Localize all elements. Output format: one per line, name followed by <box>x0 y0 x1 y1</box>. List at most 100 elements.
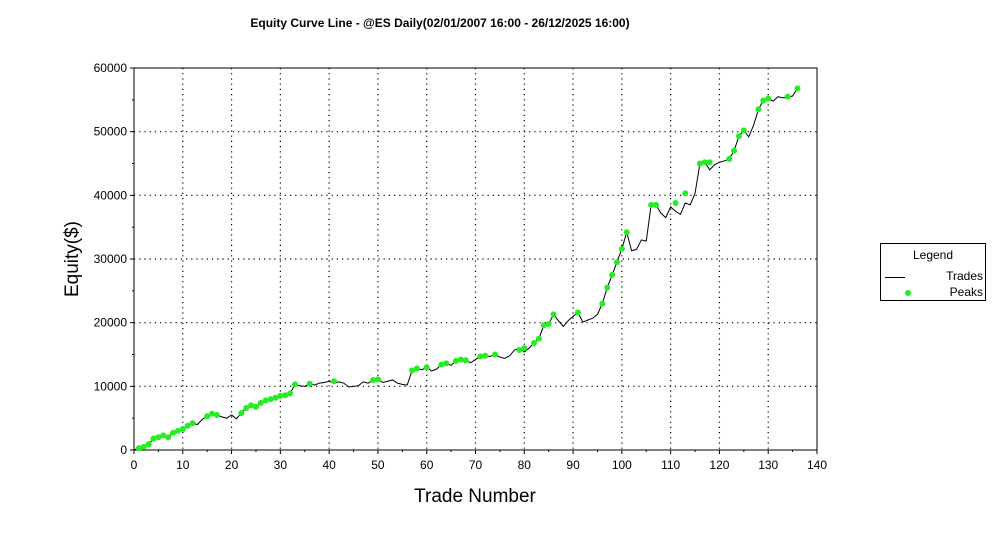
peak-point <box>599 300 606 307</box>
x-axis: 0 10 20 30 40 50 60 70 80 90 100 110 120 130 140 <box>131 450 827 472</box>
peak-point <box>672 199 679 206</box>
y-axis: 0 10000 20000 30000 40000 50000 60000 <box>94 61 134 457</box>
peak-point <box>609 271 616 278</box>
peak-point <box>248 402 255 409</box>
peak-point <box>140 443 147 450</box>
peak-point <box>213 411 220 418</box>
peak-point <box>452 357 459 364</box>
series-trades-line <box>133 88 798 451</box>
peak-point <box>277 392 284 399</box>
peak-point <box>531 340 538 347</box>
peak-point <box>272 394 279 401</box>
x-axis-label: Trade Number <box>414 486 536 507</box>
peak-point <box>550 311 557 318</box>
peak-point <box>545 320 552 327</box>
peak-point <box>209 410 216 417</box>
legend-item-trades: Trades <box>881 269 985 285</box>
peak-point <box>331 378 338 385</box>
y-tick-label: 50000 <box>94 125 128 139</box>
legend-line-swatch <box>885 277 905 278</box>
peak-point <box>755 106 762 113</box>
legend-item-peaks: Peaks <box>881 285 985 301</box>
peak-point <box>370 376 377 383</box>
peak-point <box>184 422 191 429</box>
peak-point <box>170 429 177 436</box>
peak-point <box>145 441 152 448</box>
peak-point <box>516 347 523 354</box>
peak-point <box>540 322 547 329</box>
y-tick-label: 60000 <box>94 61 128 75</box>
peak-point <box>648 201 655 208</box>
peak-point <box>696 160 703 167</box>
y-tick-label: 0 <box>120 443 127 457</box>
peak-point <box>443 360 450 367</box>
peak-point <box>682 190 689 197</box>
x-tick-label: 60 <box>420 458 434 472</box>
peak-point <box>413 365 420 372</box>
x-tick-label: 100 <box>612 458 632 472</box>
peak-point <box>291 381 298 388</box>
peak-point <box>784 93 791 100</box>
x-tick-label: 50 <box>371 458 385 472</box>
x-tick-label: 140 <box>807 458 827 472</box>
peak-point <box>282 392 289 399</box>
peak-point <box>794 85 801 92</box>
x-tick-label: 90 <box>566 458 580 472</box>
peak-point <box>423 364 430 371</box>
peak-point <box>701 159 708 166</box>
peak-point <box>574 309 581 316</box>
peak-point <box>257 399 264 406</box>
peak-point <box>252 403 259 410</box>
legend-box: Legend Trades Peaks <box>880 243 986 301</box>
peak-point <box>204 413 211 420</box>
grid <box>134 68 817 450</box>
legend-title: Legend <box>912 248 954 262</box>
peak-point <box>535 335 542 342</box>
peak-point <box>740 127 747 134</box>
peak-point <box>706 159 713 166</box>
peak-point <box>653 201 660 208</box>
x-tick-label: 20 <box>225 458 239 472</box>
x-tick-label: 110 <box>661 458 680 472</box>
x-tick-label: 0 <box>131 458 138 472</box>
peak-point <box>306 380 313 387</box>
peak-point <box>179 425 186 432</box>
peak-point <box>492 351 499 358</box>
x-tick-label: 40 <box>322 458 336 472</box>
peak-point <box>477 353 484 360</box>
peak-point <box>765 95 772 102</box>
legend-dot-swatch <box>905 290 911 296</box>
peak-point <box>165 434 172 441</box>
peak-point <box>482 352 489 359</box>
y-tick-label: 30000 <box>94 252 128 266</box>
peak-point <box>238 410 245 417</box>
peak-point <box>604 284 611 291</box>
x-tick-label: 30 <box>274 458 288 472</box>
peak-point <box>462 357 469 364</box>
peak-point <box>409 367 416 374</box>
peak-point <box>243 404 250 411</box>
peak-point <box>731 147 738 154</box>
peak-point <box>618 245 625 252</box>
legend-label-trades: Trades <box>946 269 983 283</box>
peak-point <box>150 435 157 442</box>
peak-point <box>160 432 167 439</box>
x-tick-label: 130 <box>758 458 778 472</box>
x-tick-label: 80 <box>518 458 532 472</box>
peak-point <box>174 427 181 434</box>
series-peaks <box>135 85 801 452</box>
peak-point <box>155 434 162 441</box>
peak-point <box>438 361 445 368</box>
peak-point <box>135 445 142 452</box>
peak-point <box>726 156 733 163</box>
peak-point <box>521 345 528 352</box>
peak-point <box>267 396 274 403</box>
peak-point <box>760 97 767 104</box>
x-tick-label: 10 <box>176 458 190 472</box>
chart-title: Equity Curve Line - @ES Daily(02/01/2007… <box>250 16 629 30</box>
y-tick-label: 40000 <box>94 188 128 202</box>
peak-point <box>623 229 630 236</box>
y-tick-label: 10000 <box>94 379 128 393</box>
y-tick-label: 20000 <box>94 316 128 330</box>
